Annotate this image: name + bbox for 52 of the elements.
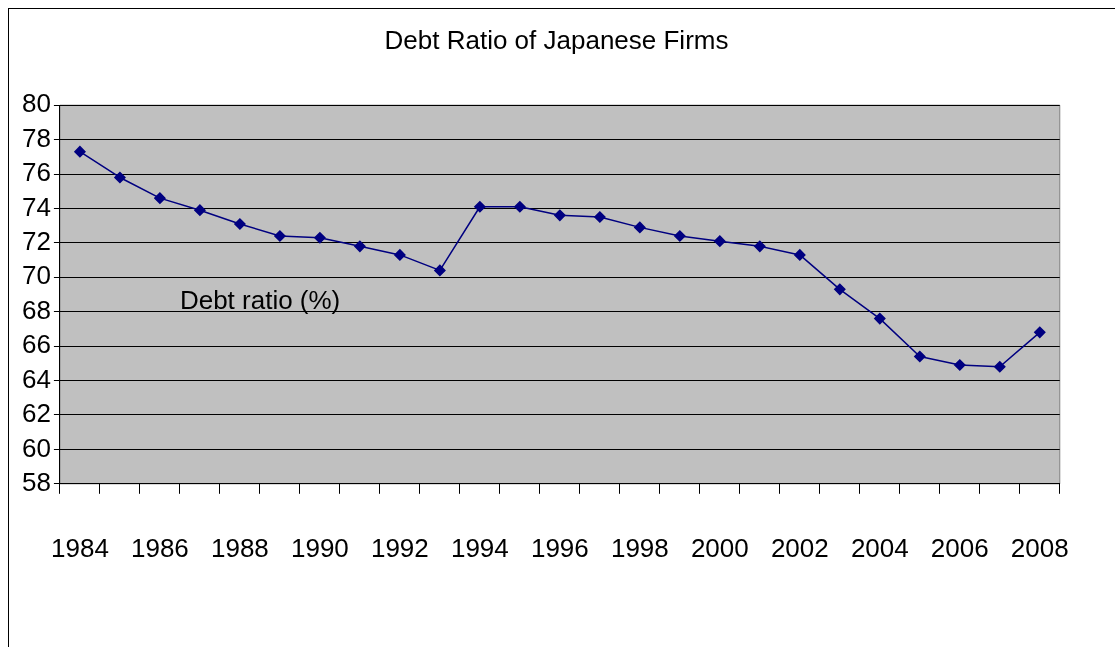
y-tick-label: 72 <box>22 226 51 257</box>
x-tick-label: 1988 <box>210 532 269 563</box>
y-tick-label: 78 <box>22 122 51 153</box>
point <box>154 192 166 204</box>
point <box>274 230 286 242</box>
point <box>354 240 366 253</box>
y-tick-label: 76 <box>22 157 51 188</box>
y-tick-label: 74 <box>22 191 51 222</box>
point <box>394 249 406 261</box>
point <box>194 204 206 216</box>
x-tick-label: 2008 <box>1010 532 1069 563</box>
point <box>674 230 686 242</box>
point <box>314 231 326 244</box>
x-tick-label: 1994 <box>450 532 509 563</box>
x-tick-label: 2000 <box>690 532 749 563</box>
y-tick-label: 66 <box>22 329 51 360</box>
point <box>514 200 526 213</box>
point <box>834 283 846 296</box>
point <box>874 312 886 325</box>
point <box>594 211 606 223</box>
point <box>474 200 486 213</box>
chart-title: Debt Ratio of Japanese Firms <box>384 24 729 55</box>
y-tick-label: 80 <box>22 88 51 119</box>
x-tick-label: 1998 <box>610 532 669 563</box>
annotation: Debt ratio (%) <box>179 285 341 316</box>
y-tick-label: 68 <box>22 294 51 325</box>
x-tick-label: 2006 <box>930 532 989 563</box>
x-tick-label: 1984 <box>51 532 109 563</box>
point <box>954 359 966 371</box>
point <box>114 171 126 184</box>
x-tick-label: 1996 <box>530 532 589 563</box>
point <box>914 350 926 363</box>
x-tick-label: 2002 <box>770 532 829 563</box>
point <box>994 361 1006 373</box>
x-tick-label: 1992 <box>370 532 429 563</box>
point <box>754 240 766 253</box>
point <box>634 221 646 234</box>
point <box>234 218 246 230</box>
y-tick-label: 64 <box>22 363 51 394</box>
point <box>1034 326 1046 339</box>
x-tick-label: 1990 <box>290 532 349 563</box>
point <box>714 235 726 247</box>
y-tick-label: 62 <box>22 398 51 429</box>
point <box>74 145 86 158</box>
point <box>554 209 566 222</box>
x-tick-label: 2004 <box>850 532 909 563</box>
x-tick-label: 1986 <box>130 532 189 563</box>
point <box>794 249 806 261</box>
y-tick-label: 58 <box>22 466 51 497</box>
point <box>434 264 446 277</box>
y-tick-label: 60 <box>22 432 51 463</box>
y-tick-label: 70 <box>22 260 51 291</box>
